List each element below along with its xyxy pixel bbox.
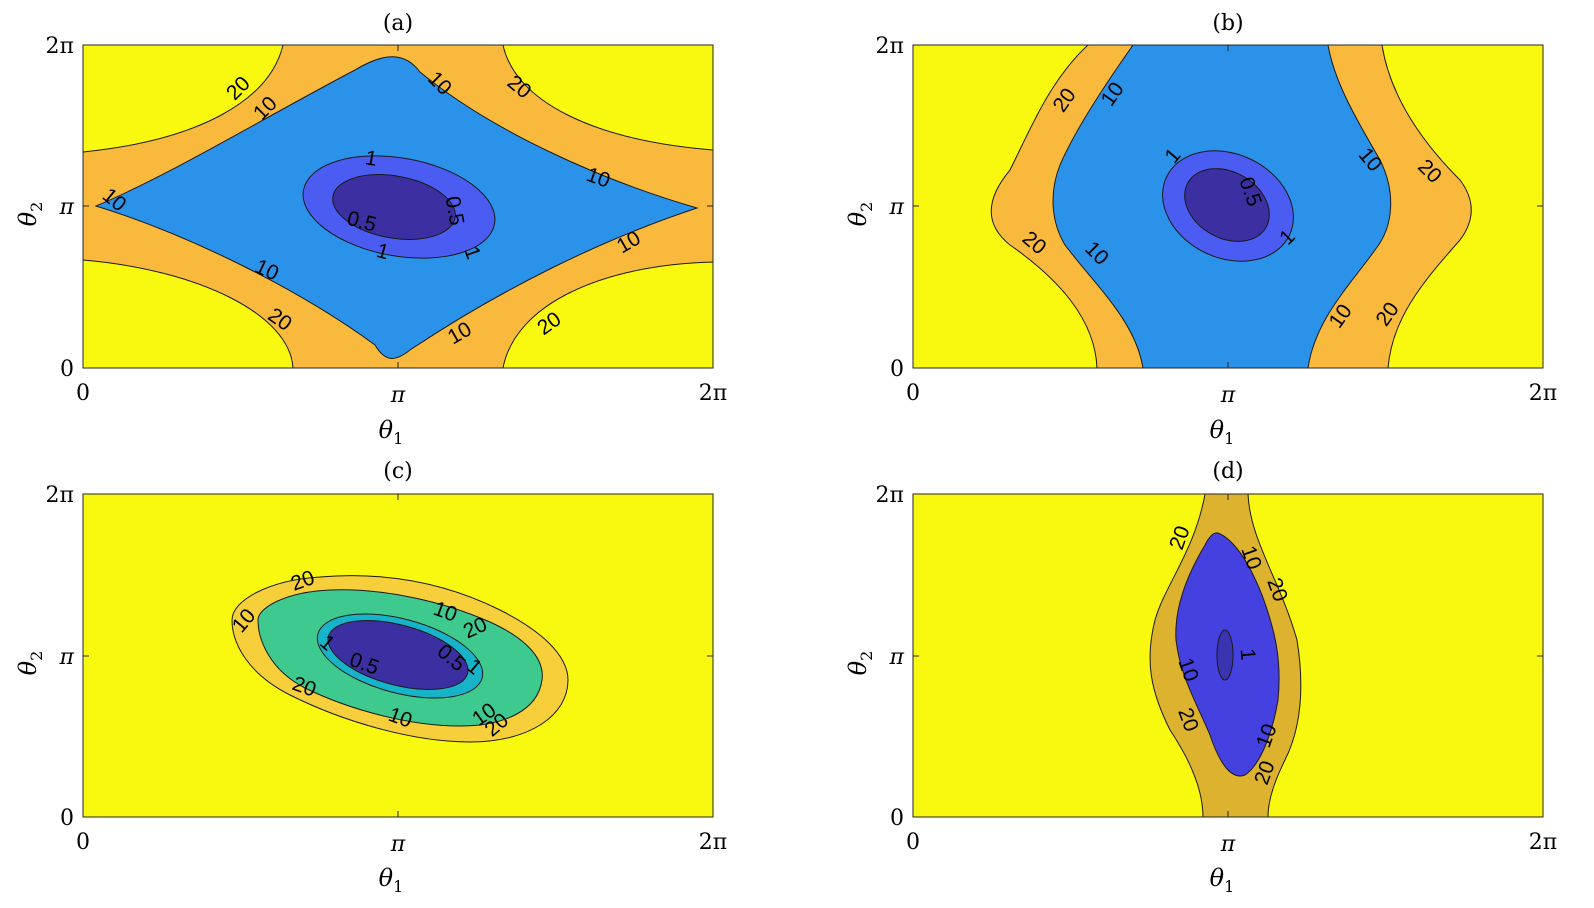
panel-c: (c) 0 π 2π 0 π 2π θ1 θ2 20 10 10 20 1 0.… xyxy=(14,459,727,896)
panel-d-xlabel: θ1 xyxy=(1210,864,1235,896)
panel-c-xtick-0: 0 xyxy=(76,830,90,855)
panel-b: (b) 0 π 2π 0 π 2π θ1 θ2 20 10 1 0.5 1 10… xyxy=(844,11,1557,448)
panel-b-xtick-0: 0 xyxy=(906,381,920,406)
clabel-a-5: 0.5 xyxy=(441,194,469,227)
clabel-a-6: 1 xyxy=(374,239,391,264)
panel-d-ytick-0: 0 xyxy=(890,806,904,831)
panel-a-xtick-0: 0 xyxy=(76,381,90,406)
panel-b-title: (b) xyxy=(1212,11,1243,36)
region-a-level-0.5 xyxy=(332,174,456,240)
clabel-d-3: 1 xyxy=(1236,648,1260,662)
panel-b-ytick-1: π xyxy=(889,195,905,220)
panel-d: (d) 0 π 2π 0 π 2π θ1 θ2 20 10 20 1 10 20… xyxy=(844,459,1557,896)
panel-a-ytick-1: π xyxy=(59,195,75,220)
panel-a-ticks xyxy=(83,45,713,368)
region-d-level-1 xyxy=(1216,629,1234,681)
panel-d-xtick-2: 2π xyxy=(1529,830,1557,855)
panel-c-ytick-0: 0 xyxy=(60,806,74,831)
region-a-corner-bl xyxy=(83,259,294,368)
panel-b-ytick-2: 2π xyxy=(876,34,904,59)
panel-a-fills xyxy=(83,45,713,368)
panel-b-ylabel: θ2 xyxy=(844,202,876,227)
panel-c-ytick-1: π xyxy=(59,645,75,670)
region-a-corner-br xyxy=(502,261,713,368)
panel-b-ytick-0: 0 xyxy=(890,357,904,382)
panel-c-fills xyxy=(83,494,713,817)
region-c-level-0.5 xyxy=(327,620,469,690)
panel-d-fills xyxy=(913,494,1543,817)
panel-a-ytick-2: 2π xyxy=(46,34,74,59)
panel-d-ylabel: θ2 xyxy=(844,651,876,676)
panel-c-title: (c) xyxy=(383,459,413,484)
panel-a-ylabel: θ2 xyxy=(14,202,46,227)
panel-c-ytick-2: 2π xyxy=(46,483,74,508)
panel-a-xtick-2: 2π xyxy=(699,381,727,406)
panel-b-xtick-1: π xyxy=(1220,383,1236,408)
region-b-level-0.5 xyxy=(1184,168,1270,242)
panel-a-ytick-0: 0 xyxy=(60,357,74,382)
panel-d-xtick-0: 0 xyxy=(906,830,920,855)
panel-d-ytick-1: π xyxy=(889,645,905,670)
region-a-corner-tr xyxy=(502,45,713,151)
panel-a-xlabel: θ1 xyxy=(379,416,404,448)
panel-c-xtick-1: π xyxy=(390,832,406,857)
region-a-corner-tl xyxy=(83,45,284,153)
panel-a: (a) 0 π 2π 0 π 2π θ1 θ2 20 10 10 1 0.5 0… xyxy=(14,11,727,448)
panel-b-xtick-2: 2π xyxy=(1529,381,1557,406)
panel-c-xlabel: θ1 xyxy=(379,864,404,896)
panel-a-xtick-1: π xyxy=(390,383,406,408)
panel-b-ticks xyxy=(913,45,1543,368)
panel-c-ylabel: θ2 xyxy=(14,651,46,676)
panel-b-fills xyxy=(913,45,1543,368)
panel-d-xtick-1: π xyxy=(1220,832,1236,857)
panel-c-ticks xyxy=(83,494,713,817)
panel-b-xlabel: θ1 xyxy=(1210,416,1235,448)
panel-a-title: (a) xyxy=(383,11,413,36)
panel-d-ticks xyxy=(913,494,1543,817)
clabel-a-3: 1 xyxy=(363,146,379,171)
panel-c-xtick-2: 2π xyxy=(699,830,727,855)
panel-d-ytick-2: 2π xyxy=(876,483,904,508)
panel-d-title: (d) xyxy=(1212,459,1243,484)
